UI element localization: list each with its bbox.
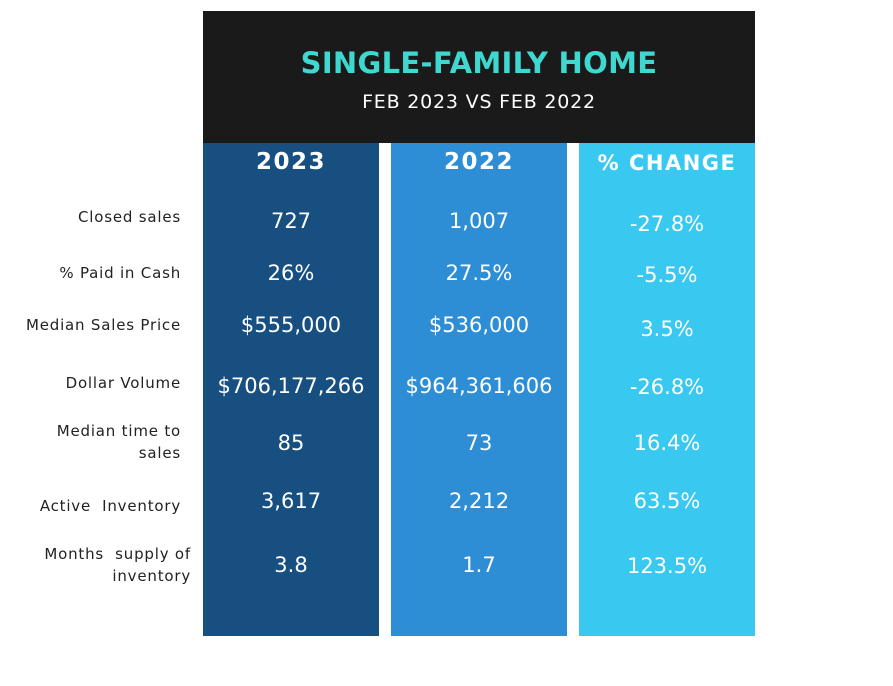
column-header-2022: 2022 [443, 149, 514, 175]
row-label-line: % Paid in Cash [59, 264, 181, 282]
cell-active-inventory-change: 63.5% [633, 489, 701, 513]
cell-median-time-2022: 73 [465, 431, 493, 455]
column-percent-change: % CHANGE -27.8% -5.5% 3.5% -26.8% 16.4% … [579, 143, 755, 636]
row-label-median-time-to-sales: Median time to sales [57, 420, 181, 464]
row-label-dollar-volume: Dollar Volume [66, 372, 181, 394]
cell-median-time-2023: 85 [277, 431, 305, 455]
cell-paid-cash-change: -5.5% [636, 263, 698, 287]
cell-months-supply-2023: 3.8 [274, 553, 308, 577]
row-label-line: Months supply of [44, 545, 191, 563]
cell-paid-cash-2022: 27.5% [445, 261, 513, 285]
row-label-closed-sales: Closed sales [78, 206, 181, 228]
cell-closed-sales-2023: 727 [270, 209, 312, 233]
title-banner: SINGLE-FAMILY HOME FEB 2023 VS FEB 2022 [203, 11, 755, 143]
row-label-line: Closed sales [78, 208, 181, 226]
row-label-line: Dollar Volume [65, 374, 181, 392]
cell-active-inventory-2022: 2,212 [448, 489, 510, 513]
cell-months-supply-2022: 1.7 [462, 553, 496, 577]
column-header-2023: 2023 [255, 149, 326, 175]
row-label-line: sales [138, 444, 181, 462]
row-label-line: Median Sales Price [25, 316, 181, 334]
row-label-line: Median time to [56, 422, 181, 440]
cell-closed-sales-2022: 1,007 [448, 209, 510, 233]
row-label-line: inventory [112, 567, 191, 585]
row-label-median-sales-price: Median Sales Price [26, 314, 181, 336]
chart-title: SINGLE-FAMILY HOME [300, 46, 658, 80]
row-label-active-inventory: Active Inventory [40, 495, 181, 517]
cell-median-price-change: 3.5% [640, 317, 694, 341]
cell-months-supply-change: 123.5% [626, 554, 708, 578]
cell-median-time-change: 16.4% [633, 431, 701, 455]
column-2023: 2023 727 26% $555,000 $706,177,266 85 3,… [203, 143, 379, 636]
column-header-percent-change: % CHANGE [597, 151, 737, 175]
row-label-paid-in-cash: % Paid in Cash [59, 262, 181, 284]
cell-closed-sales-change: -27.8% [629, 212, 705, 236]
cell-active-inventory-2023: 3,617 [260, 489, 322, 513]
cell-median-price-2023: $555,000 [240, 313, 342, 337]
cell-median-price-2022: $536,000 [428, 313, 530, 337]
cell-dollar-volume-2022: $964,361,606 [405, 374, 553, 398]
cell-dollar-volume-2023: $706,177,266 [217, 374, 365, 398]
cell-dollar-volume-change: -26.8% [629, 375, 705, 399]
chart-subtitle: FEB 2023 VS FEB 2022 [362, 91, 596, 113]
column-2022: 2022 1,007 27.5% $536,000 $964,361,606 7… [391, 143, 567, 636]
row-label-months-supply: Months supply of inventory [44, 543, 191, 587]
cell-paid-cash-2023: 26% [267, 261, 315, 285]
row-label-line: Active Inventory [39, 497, 181, 515]
